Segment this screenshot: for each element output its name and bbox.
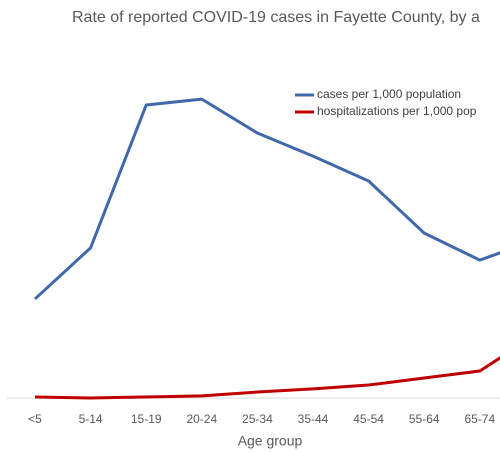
x-tick-label: 15-19: [131, 412, 162, 426]
x-tick-label: <5: [28, 412, 42, 426]
series-line: [33, 97, 500, 301]
x-tick-label: 55-64: [409, 412, 440, 426]
x-tick-label: 20-24: [186, 412, 217, 426]
chart-title: Rate of reported COVID-19 cases in Fayet…: [72, 9, 480, 26]
legend-label: cases per 1,000 population: [317, 87, 461, 101]
x-tick-label: 65-74: [464, 412, 495, 426]
x-tick-label: 45-54: [353, 412, 384, 426]
x-tick-label: 25-34: [242, 412, 273, 426]
legend-label: hospitalizations per 1,000 pop: [317, 104, 477, 118]
x-axis-title: Age group: [238, 433, 303, 449]
series-line: [34, 356, 500, 400]
x-tick-label: 35-44: [298, 412, 329, 426]
x-tick-label: 5-14: [79, 412, 103, 426]
